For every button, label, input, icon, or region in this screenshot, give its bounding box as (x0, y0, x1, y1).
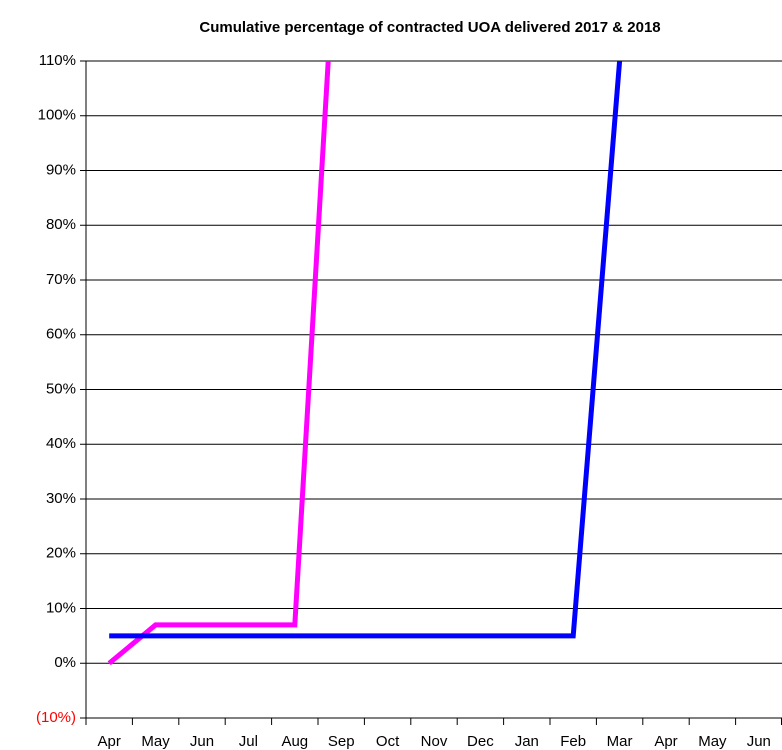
x-tick-label: Apr (98, 733, 121, 750)
y-tick-label: 100% (38, 107, 76, 124)
y-tick-label: 50% (46, 380, 76, 397)
y-tick-label: 70% (46, 271, 76, 288)
y-tick-label: (10%) (36, 709, 76, 726)
y-tick-label: 30% (46, 490, 76, 507)
x-tick-label: Nov (421, 733, 448, 750)
x-tick-label: Jun (190, 733, 214, 750)
series-line (107, 61, 331, 666)
series-line (109, 61, 623, 639)
x-tick-label: Jan (515, 733, 539, 750)
x-tick-label: Aug (281, 733, 308, 750)
x-tick-label: Jul (239, 733, 258, 750)
x-tick-label: Mar (607, 733, 633, 750)
chart-title: Cumulative percentage of contracted UOA … (199, 19, 660, 36)
y-tick-label: 90% (46, 161, 76, 178)
y-tick-label: 80% (46, 216, 76, 233)
y-tick-label: 110% (39, 52, 76, 69)
x-tick-label: May (698, 733, 727, 750)
x-tick-label: May (141, 733, 170, 750)
x-tick-label: Oct (376, 733, 400, 750)
x-tick-label: Sep (328, 733, 355, 750)
y-tick-label: 0% (54, 654, 76, 671)
plot-area (107, 61, 623, 666)
x-tick-label: Apr (654, 733, 677, 750)
y-tick-label: 60% (46, 326, 76, 343)
x-tick-label: Jun (747, 733, 771, 750)
y-tick-label: 10% (46, 599, 76, 616)
x-tick-label: Feb (560, 733, 586, 750)
x-tick-label: Dec (467, 733, 494, 750)
y-tick-label: 20% (46, 545, 76, 562)
y-tick-label: 40% (46, 435, 76, 452)
